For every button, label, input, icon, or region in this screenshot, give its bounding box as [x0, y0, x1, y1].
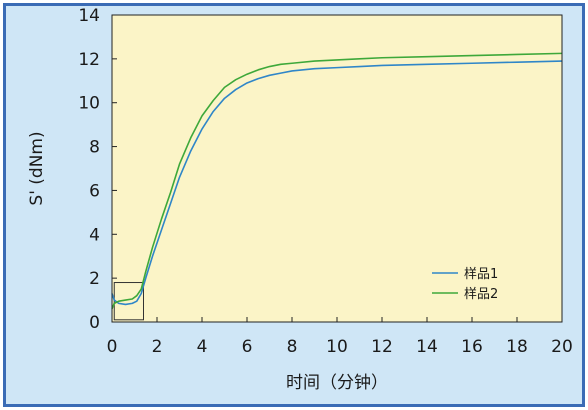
x-tick-label: 18 — [506, 337, 528, 357]
y-tick-label: 2 — [89, 269, 100, 289]
y-tick-label: 10 — [78, 94, 100, 114]
y-tick-label: 12 — [78, 50, 100, 70]
y-tick-label: 8 — [89, 138, 100, 158]
series-line-1 — [111, 60, 563, 306]
y-axis-title: S' (dNm) — [27, 131, 47, 205]
series-layer — [111, 52, 563, 310]
x-tick-label: 0 — [107, 337, 118, 357]
x-tick-label: 20 — [551, 337, 573, 357]
legend-label-1: 样品1 — [464, 267, 498, 282]
x-tick-label: 8 — [287, 337, 298, 357]
y-tick-label: 4 — [89, 225, 100, 245]
x-tick-label: 16 — [461, 337, 483, 357]
annotation-layer — [113, 282, 144, 321]
series-line-2 — [111, 52, 563, 310]
plot-border — [111, 14, 563, 323]
plot-area — [112, 15, 562, 322]
x-tick-label: 10 — [326, 337, 348, 357]
x-axis-ticks: 0 2 4 6 8 10 12 14 16 18 20 — [107, 317, 573, 357]
x-tick-label: 6 — [242, 337, 253, 357]
x-tick-label: 4 — [197, 337, 208, 357]
y-tick-label: 6 — [89, 181, 100, 201]
x-axis-title: 时间（分钟） — [286, 373, 388, 393]
x-tick-label: 2 — [152, 337, 163, 357]
annotation-box — [113, 282, 144, 321]
x-tick-label: 14 — [416, 337, 438, 357]
y-axis-ticks: 0 2 4 6 8 10 12 14 — [78, 6, 117, 333]
y-tick-label: 0 — [89, 313, 100, 333]
x-tick-label: 12 — [371, 337, 393, 357]
legend-label-2: 样品2 — [464, 287, 498, 302]
y-tick-label: 14 — [78, 6, 100, 26]
